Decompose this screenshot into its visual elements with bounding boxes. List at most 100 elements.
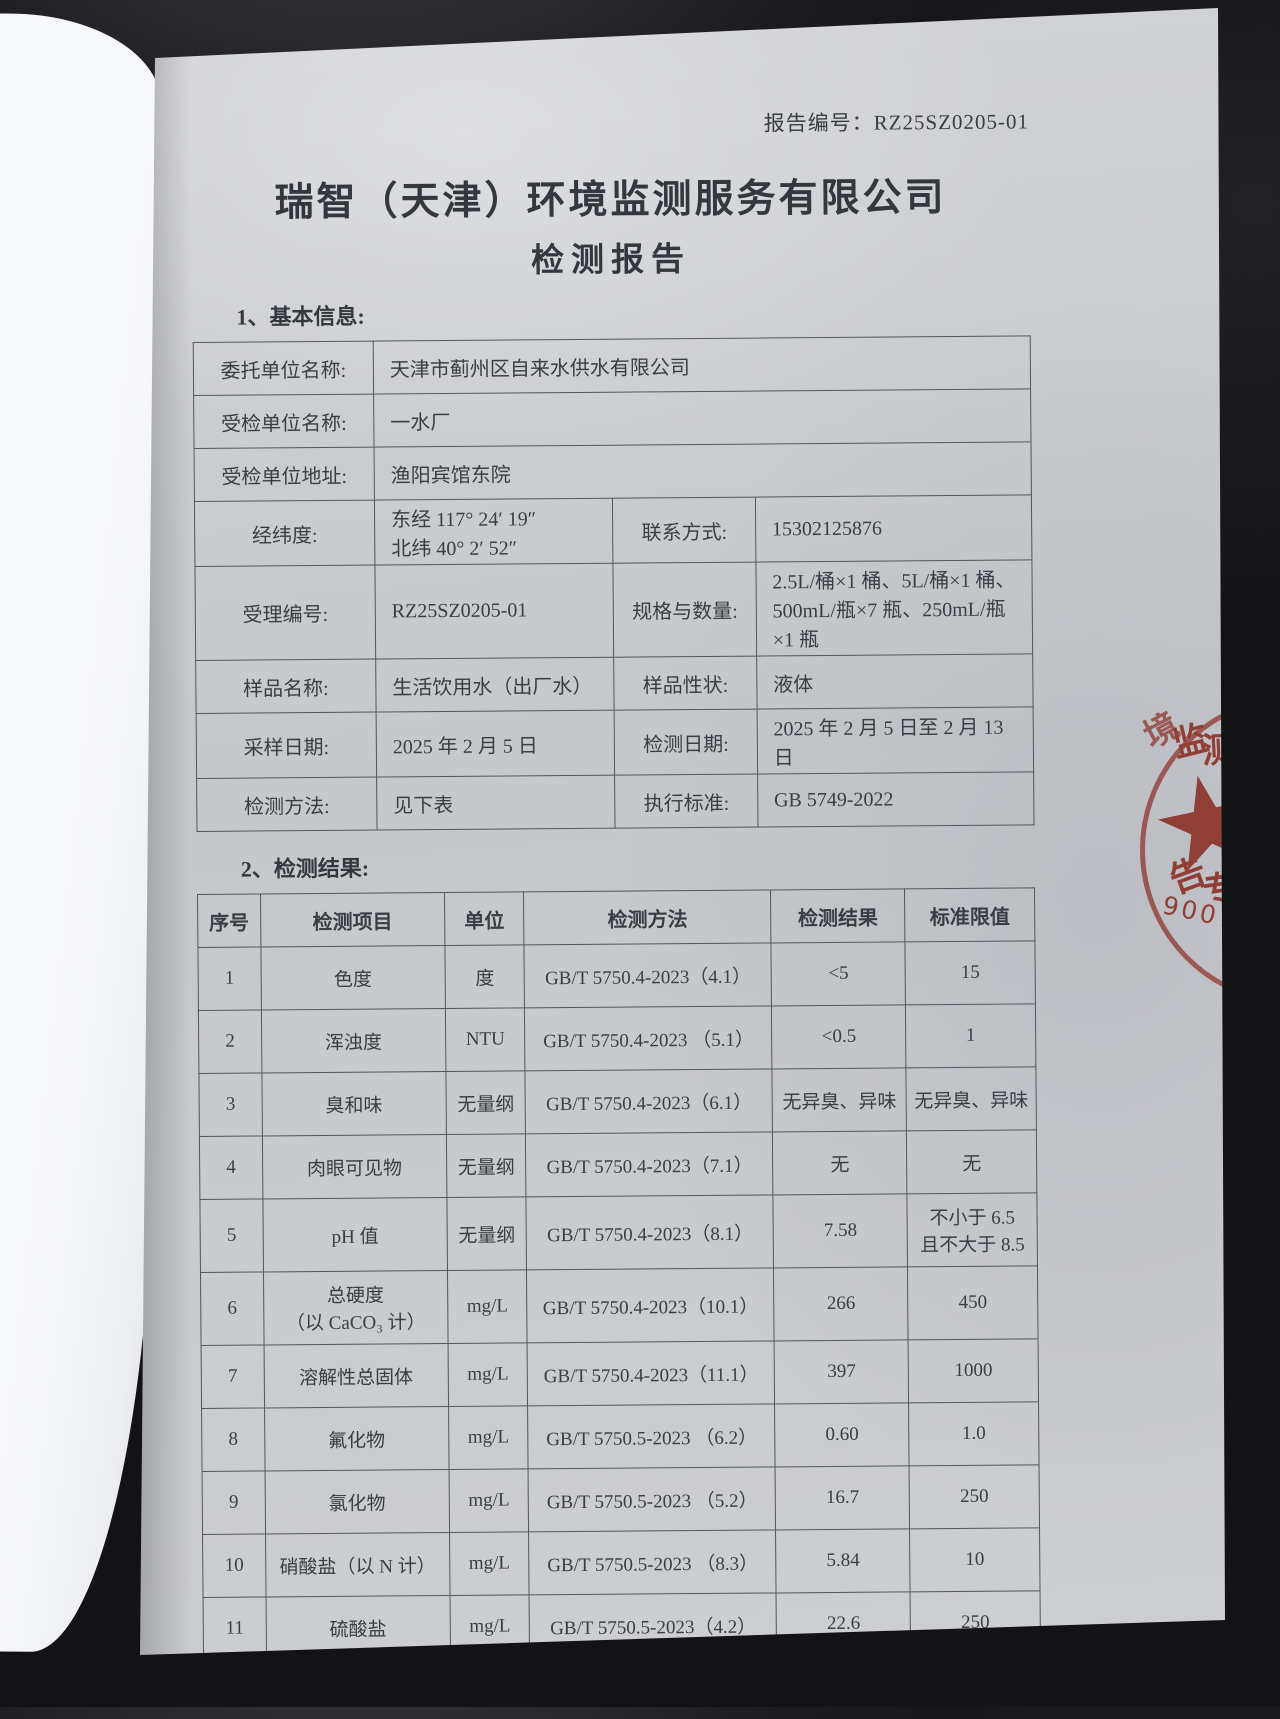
result-cell: 度	[444, 944, 525, 1009]
table-row: 采样日期: 2025 年 2 月 5 日 检测日期: 2025 年 2 月 5 …	[196, 706, 1034, 779]
report-page: 报告编号：RZ25SZ0205-01 瑞智（天津）环境监测服务有限公司 检测报告…	[140, 8, 1225, 1655]
table-row: 1 色度 度 GB/T 5750.4-2023（4.1） <5 15	[197, 940, 1036, 1011]
result-cell: NTU	[445, 1007, 526, 1072]
report-number-label: 报告编号：	[763, 110, 874, 136]
result-cell: 3	[198, 1072, 263, 1137]
stamp-ring-char: 测	[1201, 730, 1239, 771]
result-cell: 无量纲	[446, 1133, 527, 1198]
column-header: 标准限值	[904, 887, 1035, 942]
result-cell: 266	[773, 1266, 909, 1341]
result-cell: GB/T 5750.4-2023（7.1）	[525, 1131, 774, 1197]
table-header-row: 序号 检测项目 单位 检测方法 检测结果 标准限值	[197, 887, 1035, 948]
result-cell: 无异臭、异味	[906, 1066, 1037, 1131]
table-row: 2 浑浊度 NTU GB/T 5750.4-2023 （5.1） <0.5 1	[198, 1003, 1036, 1074]
info-label: 检测日期:	[614, 709, 758, 776]
info-value: GB 5749-2022	[757, 771, 1035, 828]
result-cell: GB/T 5750.4-2023 （5.1）	[524, 1005, 773, 1071]
result-cell: 1	[905, 1003, 1036, 1068]
result-cell: GB/T 5750.5-2023 （8.3）	[528, 1529, 777, 1595]
info-label: 执行标准:	[615, 774, 758, 829]
result-cell: mg/L	[449, 1594, 530, 1655]
result-cell: 氟化物	[264, 1406, 449, 1471]
result-cell: 5.84	[775, 1528, 911, 1593]
result-cell: 1.0	[908, 1401, 1040, 1466]
table-row: 经纬度: 东经 117° 24′ 19″ 北纬 40° 2′ 52″ 联系方式:…	[194, 494, 1032, 567]
column-header: 检测方法	[523, 889, 772, 945]
result-cell: 8	[201, 1407, 265, 1472]
info-value: 2.5L/桶×1 桶、5L/桶×1 桶、 500mL/瓶×7 瓶、250mL/瓶…	[755, 559, 1033, 657]
stamp-serial-number: 90079	[1160, 890, 1259, 939]
table-row: 6 总硬度 （以 CaCO₃ 计） mg/L GB/T 5750.4-2023（…	[200, 1265, 1039, 1346]
result-cell: 1	[197, 946, 262, 1011]
company-title: 瑞智（天津）环境监测服务有限公司	[274, 176, 947, 225]
info-value: 生活饮用水（出厂水）	[375, 657, 615, 713]
info-value: 15302125876	[755, 494, 1032, 563]
stamp-ring-char: 监	[1168, 718, 1213, 765]
result-cell: 10	[909, 1527, 1041, 1592]
result-cell: 无	[772, 1130, 908, 1195]
table-row: 8 氟化物 mg/L GB/T 5750.5-2023 （6.2） 0.60 1…	[201, 1401, 1040, 1472]
result-cell: 2	[198, 1009, 262, 1074]
result-cell: GB/T 5750.5-2023（4.2）	[529, 1592, 777, 1655]
result-cell: <0.5	[771, 1004, 907, 1069]
info-label: 受检单位名称:	[193, 394, 374, 449]
result-cell: 总硬度 （以 CaCO₃ 计）	[263, 1270, 448, 1345]
result-cell: 0.60	[774, 1402, 910, 1467]
stamp-label-char: 告	[1164, 851, 1212, 901]
table-row: 样品名称: 生活饮用水（出厂水） 样品性状: 液体	[195, 653, 1034, 714]
page-title: 检测报告	[530, 242, 692, 280]
result-cell: 5	[199, 1198, 264, 1273]
column-header: 序号	[197, 893, 261, 948]
report-number-value: RZ25SZ0205-01	[873, 109, 1030, 135]
info-value: 2025 年 2 月 5 日至 2 月 13 日	[756, 706, 1034, 775]
result-cell: pH 值	[262, 1197, 448, 1272]
result-cell: GB/T 5750.4-2023（6.1）	[525, 1068, 773, 1134]
result-cell: 7	[201, 1344, 265, 1409]
table-row: 10 硝酸盐（以 N 计） mg/L GB/T 5750.5-2023 （8.3…	[202, 1527, 1041, 1598]
info-label: 规格与数量:	[613, 562, 757, 658]
result-cell: 1000	[908, 1338, 1039, 1403]
result-cell: mg/L	[448, 1405, 529, 1470]
info-value: 液体	[756, 653, 1034, 710]
result-cell: 无量纲	[446, 1196, 527, 1271]
info-value: 2025 年 2 月 5 日	[376, 710, 616, 778]
column-header: 单位	[444, 891, 525, 946]
info-label: 受理编号:	[194, 565, 376, 661]
result-cell: 16.7	[775, 1465, 910, 1530]
table-row: 受检单位名称: 一水厂	[193, 388, 1031, 449]
info-value: 渔阳宾馆东院	[373, 441, 1032, 501]
result-cell: 6	[200, 1271, 264, 1346]
stamp-star-icon: ★	[1138, 744, 1278, 904]
info-label: 样品名称:	[195, 659, 377, 714]
stamp-label-char: 专	[1200, 867, 1242, 913]
table-row: 3 臭和味 无量纲 GB/T 5750.4-2023（6.1） 无异臭、异味 无…	[198, 1066, 1037, 1137]
result-cell: 无量纲	[445, 1070, 526, 1135]
info-label: 委托单位名称:	[193, 341, 374, 396]
result-cell: GB/T 5750.5-2023 （5.2）	[528, 1466, 776, 1532]
info-label: 采样日期:	[196, 712, 377, 779]
result-cell: 4	[199, 1135, 263, 1200]
info-label: 样品性状:	[614, 656, 757, 711]
info-value: 见下表	[376, 775, 616, 831]
result-cell: 15	[905, 940, 1036, 1005]
result-cell: GB/T 5750.4-2023（11.1）	[527, 1340, 775, 1406]
result-cell: GB/T 5750.4-2023（4.1）	[524, 942, 772, 1008]
result-cell: 250	[909, 1464, 1040, 1529]
info-label: 检测方法:	[196, 777, 377, 832]
result-cell: 色度	[260, 945, 446, 1010]
result-cell: mg/L	[449, 1531, 530, 1596]
result-cell: 肉眼可见物	[262, 1134, 447, 1199]
table-row: 11 硫酸盐 mg/L GB/T 5750.5-2023（4.2） 22.6 2…	[203, 1590, 1041, 1655]
result-cell: 浑浊度	[261, 1008, 446, 1073]
report-number-line: 报告编号：RZ25SZ0205-01	[191, 105, 1030, 142]
info-value: 一水厂	[373, 388, 1031, 448]
result-cell: 10	[202, 1533, 266, 1598]
report-content: 报告编号：RZ25SZ0205-01 瑞智（天津）环境监测服务有限公司 检测报告…	[190, 8, 1041, 1715]
table-row: 受检单位地址: 渔阳宾馆东院	[194, 441, 1032, 502]
book-flipped-pages	[0, 13, 162, 1653]
result-cell: GB/T 5750.5-2023 （6.2）	[527, 1403, 776, 1469]
result-cell: 不小于 6.5 且不大于 8.5	[907, 1192, 1038, 1267]
result-cell: 250	[910, 1590, 1041, 1655]
result-cell: GB/T 5750.4-2023（10.1）	[526, 1267, 775, 1343]
page-footer: 第 1 页 共 3 页	[534, 1688, 711, 1715]
